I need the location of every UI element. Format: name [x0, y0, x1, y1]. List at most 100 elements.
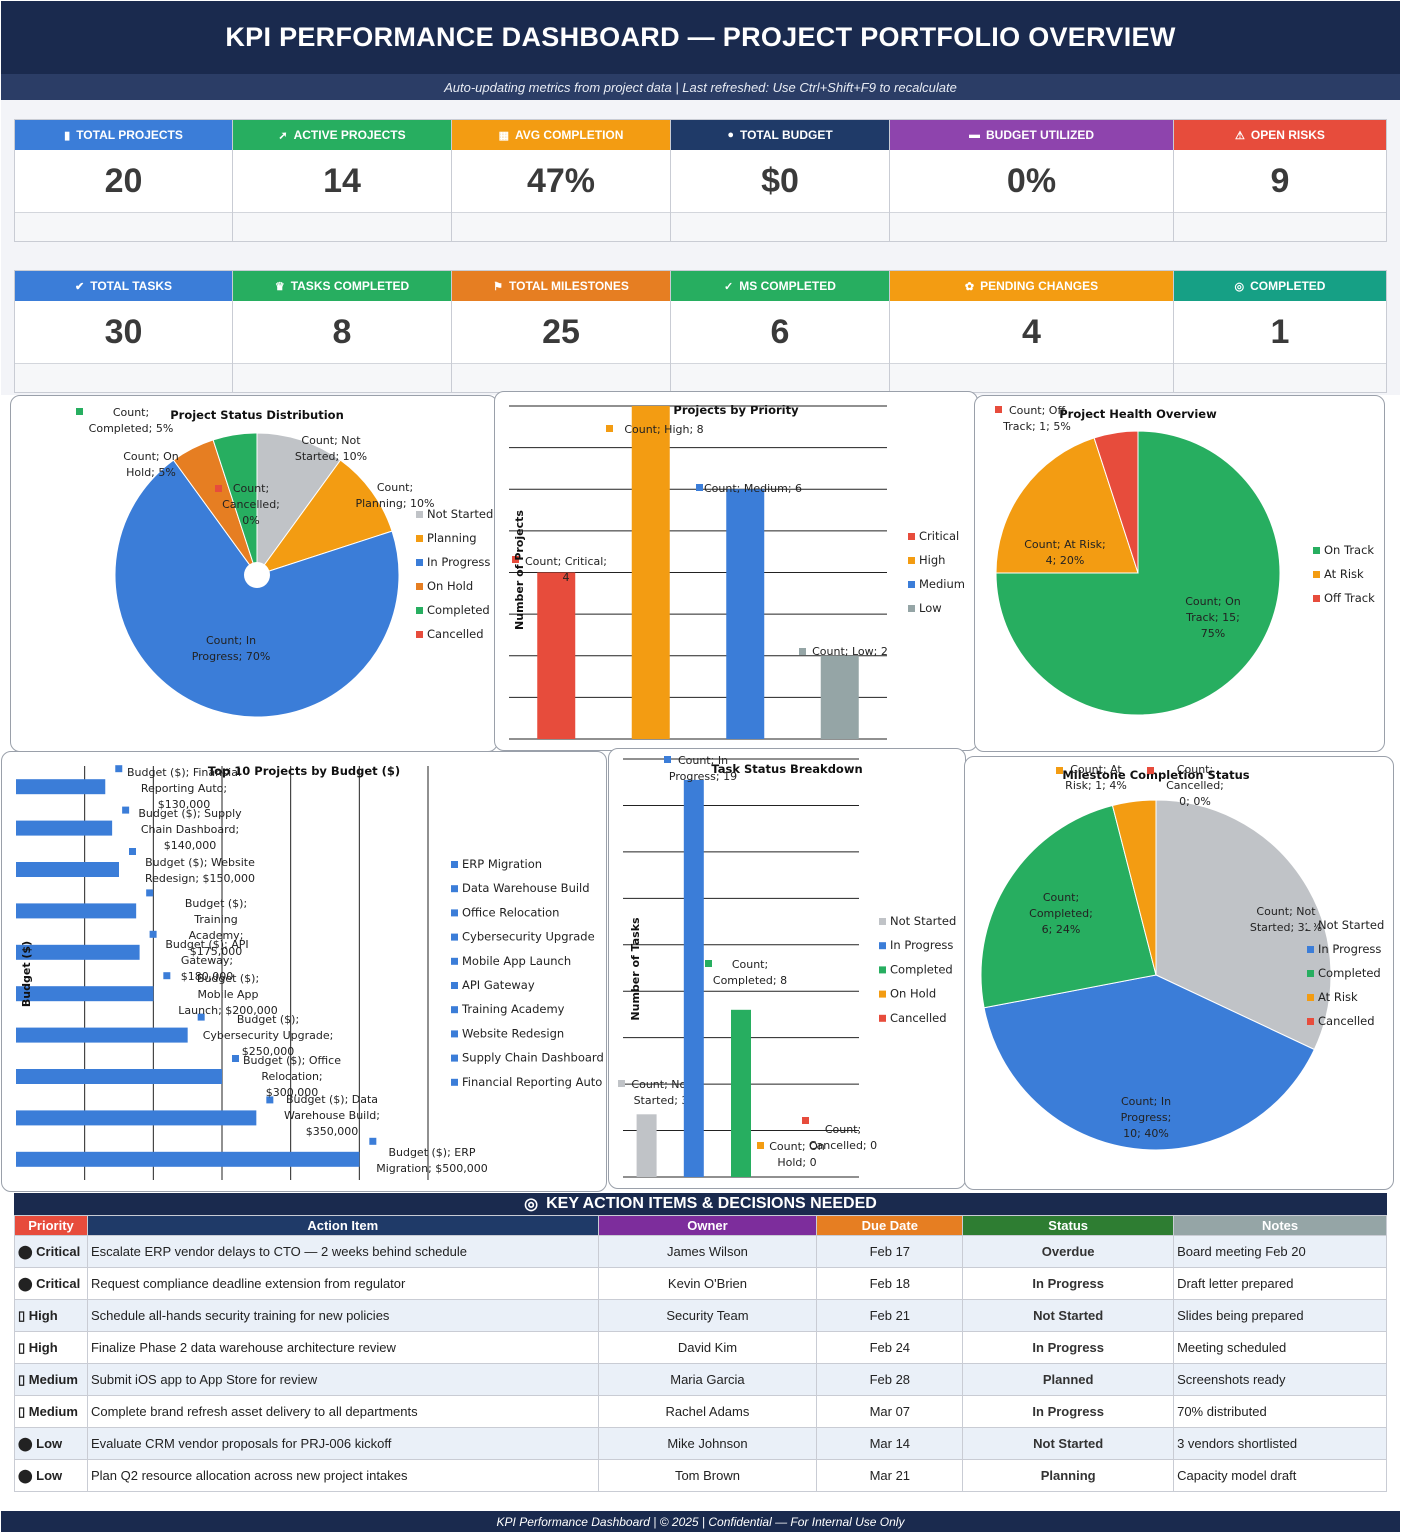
legend-label-on-hold: On Hold [427, 579, 473, 593]
bar-data-warehouse-build [16, 1110, 257, 1126]
legend-label-critical: Critical [919, 529, 959, 543]
bar-office-relocation [16, 1069, 222, 1084]
kpi-label: PENDING CHANGES [980, 279, 1099, 293]
due-date-cell: Feb 18 [816, 1267, 964, 1300]
column-header-action-item[interactable]: Action Item [86, 1215, 599, 1236]
pie-slice-completed [212, 432, 258, 576]
kpi-value: 20 [15, 150, 232, 213]
legend-swatch-not-started [416, 511, 423, 518]
kpi-header: ● TOTAL BUDGET [671, 120, 889, 150]
legend-label-not-started: Not Started [427, 507, 493, 521]
y-axis-label: Number of Tasks [629, 917, 642, 1021]
column-header-notes[interactable]: Notes [1173, 1215, 1387, 1236]
legend-label-supply-chain-dashboard: Supply Chain Dashboard [462, 1051, 604, 1065]
notes-cell: Screenshots ready [1173, 1363, 1387, 1396]
data-label-high: Count; High; 8 [624, 423, 703, 436]
kpi-label: MS COMPLETED [739, 279, 836, 293]
warning-icon: ⚠ [1235, 129, 1245, 142]
pie-slice-in-progress [983, 974, 1316, 1151]
data-label-key-at-risk [1056, 767, 1063, 774]
legend-swatch-supply-chain-dashboard [451, 1054, 458, 1062]
table-row[interactable]: ⬤ Critical Escalate ERP vendor delays to … [14, 1235, 1387, 1268]
legend-swatch-planning [416, 535, 423, 542]
kpi-header: ♛ TASKS COMPLETED [233, 271, 451, 301]
data-label-office-relocation: Budget ($); Office Relocation; $300,000 [243, 1054, 341, 1099]
table-row[interactable]: ▯ Medium Submit iOS app to App Store for … [14, 1363, 1387, 1396]
legend-swatch-off-track [1313, 595, 1320, 602]
legend-swatch-in-progress [416, 559, 423, 566]
table-row[interactable]: ⬤ Low Plan Q2 resource allocation across … [14, 1459, 1387, 1492]
column-header-owner[interactable]: Owner [597, 1215, 818, 1236]
target-icon: ◎ [1234, 280, 1245, 293]
legend-label-cancelled: Cancelled [1318, 1014, 1375, 1028]
kpi-footer [1174, 213, 1386, 241]
column-header-status[interactable]: Status [962, 1215, 1175, 1236]
action-items-table: Priority Action Item Owner Due Date Status No… [14, 1215, 1387, 1492]
kpi-label: TOTAL PROJECTS [76, 128, 183, 142]
data-label-key-data-warehouse-build [266, 1096, 274, 1104]
gear-icon: ✿ [964, 280, 975, 293]
due-date-cell: Feb 28 [816, 1363, 964, 1396]
legend-swatch-completed [1307, 970, 1314, 977]
column-header-due-date[interactable]: Due Date [816, 1215, 964, 1236]
bar-completed [731, 1009, 751, 1177]
notes-cell: 3 vendors shortlisted [1173, 1427, 1387, 1460]
legend-swatch-mobile-app-launch [451, 957, 458, 965]
pie-slice-at-risk [1111, 799, 1157, 976]
data-label-api-gateway: Budget ($); API Gateway; $180,000 [165, 938, 248, 983]
column-header-priority[interactable]: Priority [14, 1215, 88, 1236]
data-label-key-critical [512, 556, 519, 563]
data-label-not-started: Count; Not Started; 3 [631, 1078, 691, 1107]
table-row[interactable]: ⬤ Low Evaluate CRM vendor proposals for P… [14, 1427, 1387, 1460]
action-item-cell: Submit iOS app to App Store for review [86, 1363, 599, 1396]
legend-swatch-critical [908, 533, 915, 540]
kpi-header: ◎ COMPLETED [1174, 271, 1386, 301]
data-label-key-medium [696, 484, 703, 491]
data-label-in-progress: Count; In Progress; 19 [669, 754, 737, 783]
legend-swatch-on-track [1313, 547, 1320, 554]
chart-title: Task Status Breakdown [711, 762, 862, 776]
page-title: KPI PERFORMANCE DASHBOARD — PROJECT PORT… [1, 1, 1400, 74]
kpi-footer [233, 213, 451, 241]
table-row[interactable]: ▯ Medium Complete brand refresh asset del… [14, 1395, 1387, 1428]
kpi-value: 47% [452, 150, 670, 213]
notes-cell: Board meeting Feb 20 [1173, 1235, 1387, 1268]
legend-swatch-office-relocation [451, 909, 458, 917]
kpi-footer [452, 364, 670, 392]
kpi-footer [1174, 364, 1386, 392]
pie-slice-at-risk [995, 437, 1139, 574]
priority-cell: ▯ Medium [14, 1395, 88, 1428]
data-label-financial-reporting-auto: Budget ($); Financial Reporting Auto; $130… [127, 766, 241, 811]
kpi-value: 0% [890, 150, 1173, 213]
data-label-key-training-academy [146, 889, 154, 897]
priority-cell: ⬤ Low [14, 1459, 88, 1492]
priority-cell: ⬤ Low [14, 1427, 88, 1460]
kpi-footer [671, 213, 889, 241]
data-label-website-redesign: Budget ($); Website Redesign; $150,000 [145, 856, 255, 885]
table-row[interactable]: ▯ High Finalize Phase 2 data warehouse ar… [14, 1331, 1387, 1364]
bar-critical [537, 572, 576, 739]
kpi-header: ➚ ACTIVE PROJECTS [233, 120, 451, 150]
data-label-supply-chain-dashboard: Budget ($); Supply Chain Dashboard; $140,0… [138, 807, 242, 852]
kpi-row-1: ▮ TOTAL PROJECTS 20 ➚ ACTIVE PROJECTS 14 ▦ AVG … [14, 119, 1387, 242]
table-row[interactable]: ▯ High Schedule all-hands security traini… [14, 1299, 1387, 1332]
kpi-footer [890, 364, 1173, 392]
top-budget-bar-chart: Top 10 Projects by Budget ($)Budget ($);… [16, 764, 604, 1180]
check-icon: ✔ [75, 280, 85, 293]
legend-label-not-started: Not Started [890, 914, 956, 928]
legend-swatch-in-progress [1307, 946, 1314, 953]
status-cell: Overdue [962, 1235, 1175, 1268]
data-label-key-low [799, 648, 806, 655]
data-label-off-track: Count; Off Track; 1; 5% [1002, 404, 1071, 433]
legend-label-at-risk: At Risk [1318, 990, 1358, 1004]
chart-title: Project Health Overview [1059, 407, 1217, 421]
due-date-cell: Feb 17 [816, 1235, 964, 1268]
bar-high [631, 406, 670, 739]
legend-swatch-completed [879, 966, 886, 974]
bar-cybersecurity-upgrade [16, 1027, 188, 1043]
kpi-value: 14 [233, 150, 451, 213]
status-cell: Not Started [962, 1299, 1175, 1332]
status-cell: Planned [962, 1363, 1175, 1396]
kpi-header: ✔ TOTAL TASKS [15, 271, 232, 301]
table-row[interactable]: ⬤ Critical Request compliance deadline ex… [14, 1267, 1387, 1300]
